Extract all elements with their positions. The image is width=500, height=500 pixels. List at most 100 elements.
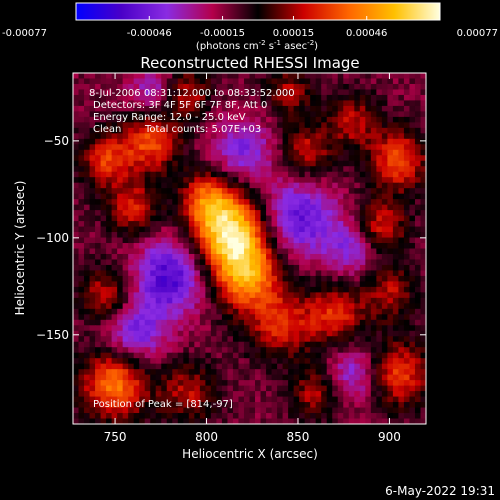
heatmap-cell: [122, 380, 129, 387]
heatmap-cell: [166, 418, 173, 424]
heatmap-cell: [398, 221, 405, 228]
heatmap-cell: [359, 160, 366, 167]
heatmap-cell: [133, 232, 140, 239]
heatmap-cell: [387, 336, 394, 343]
heatmap-cell: [266, 303, 273, 310]
heatmap-cell: [205, 78, 212, 85]
heatmap-cell: [365, 402, 372, 409]
heatmap-cell: [111, 78, 118, 85]
heatmap-cell: [238, 396, 245, 403]
heatmap-cell: [387, 391, 394, 398]
heatmap-cell: [177, 363, 184, 370]
heatmap-cell: [293, 177, 300, 184]
heatmap-cell: [315, 111, 322, 118]
heatmap-cell: [299, 133, 306, 140]
heatmap-cell: [326, 248, 333, 255]
heatmap-cell: [194, 352, 201, 359]
heatmap-cell: [409, 127, 416, 134]
heatmap-cell: [288, 171, 295, 178]
heatmap-cell: [194, 215, 201, 222]
heatmap-cell: [194, 396, 201, 403]
heatmap-cell: [409, 160, 416, 167]
heatmap-cell: [73, 138, 80, 145]
heatmap-cell: [144, 83, 151, 91]
heatmap-cell: [89, 105, 96, 112]
heatmap-cell: [106, 83, 113, 91]
heatmap-cell: [260, 347, 267, 354]
heatmap-cell: [133, 100, 140, 107]
heatmap-cell: [370, 166, 377, 173]
heatmap-cell: [343, 286, 350, 293]
heatmap-cell: [199, 193, 206, 200]
heatmap-cell: [139, 182, 146, 189]
heatmap-cell: [221, 275, 229, 282]
heatmap-cell: [398, 111, 405, 118]
heatmap-cell: [304, 413, 311, 420]
heatmap-cell: [370, 391, 377, 398]
heatmap-cell: [205, 297, 212, 304]
heatmap-cell: [161, 374, 168, 381]
heatmap-cell: [420, 155, 426, 162]
heatmap-cell: [249, 363, 256, 370]
heatmap-cell: [172, 391, 179, 398]
heatmap-cell: [89, 330, 96, 337]
x-tick-label: 800: [195, 430, 218, 444]
heatmap-cell: [409, 303, 416, 310]
heatmap-cell: [73, 385, 80, 392]
heatmap-cell: [337, 292, 344, 299]
heatmap-cell: [332, 413, 339, 420]
heatmap-cell: [392, 330, 400, 337]
heatmap-cell: [111, 166, 118, 173]
heatmap-cell: [78, 385, 85, 392]
heatmap-cell: [337, 83, 344, 91]
heatmap-cell: [277, 275, 284, 282]
heatmap-cell: [166, 177, 173, 184]
heatmap-cell: [381, 182, 388, 189]
heatmap-cell: [78, 374, 85, 381]
heatmap-cell: [205, 314, 212, 321]
heatmap-cell: [144, 127, 151, 134]
heatmap-cell: [78, 89, 85, 96]
heatmap-cell: [288, 182, 295, 189]
heatmap-cell: [277, 330, 284, 337]
heatmap-cell: [414, 89, 422, 96]
heatmap-cell: [84, 155, 91, 162]
heatmap-cell: [365, 303, 372, 310]
heatmap-cell: [271, 380, 278, 387]
heatmap-cell: [122, 418, 129, 424]
heatmap-cell: [144, 308, 151, 315]
heatmap-cell: [100, 83, 107, 91]
heatmap-cell: [249, 73, 256, 80]
heatmap-cell: [205, 374, 212, 381]
heatmap-cell: [420, 149, 426, 156]
heatmap-cell: [166, 341, 173, 348]
heatmap-cell: [73, 407, 80, 414]
heatmap-cell: [260, 374, 267, 381]
heatmap-cell: [420, 221, 426, 228]
heatmap-cell: [89, 358, 96, 365]
heatmap-cell: [155, 199, 162, 206]
heatmap-cell: [348, 221, 355, 228]
heatmap-cell: [194, 413, 201, 420]
heatmap-cell: [133, 308, 140, 315]
heatmap-cell: [343, 232, 350, 239]
heatmap-cell: [271, 204, 278, 211]
heatmap-cell: [144, 182, 151, 189]
heatmap-cell: [255, 275, 262, 282]
heatmap-cell: [238, 369, 245, 376]
heatmap-cell: [155, 122, 162, 129]
heatmap-cell: [243, 204, 251, 211]
heatmap-cell: [293, 127, 300, 134]
heatmap-cell: [106, 385, 113, 392]
heatmap-cell: [271, 127, 278, 134]
heatmap-cell: [288, 325, 295, 332]
heatmap-cell: [155, 133, 162, 140]
heatmap-cell: [100, 122, 107, 129]
heatmap-cell: [177, 270, 184, 277]
heatmap-cell: [381, 138, 388, 145]
heatmap-cell: [106, 177, 113, 184]
heatmap-cell: [365, 325, 372, 332]
heatmap-cell: [84, 237, 91, 244]
heatmap-cell: [238, 319, 245, 326]
heatmap-cell: [271, 237, 278, 244]
